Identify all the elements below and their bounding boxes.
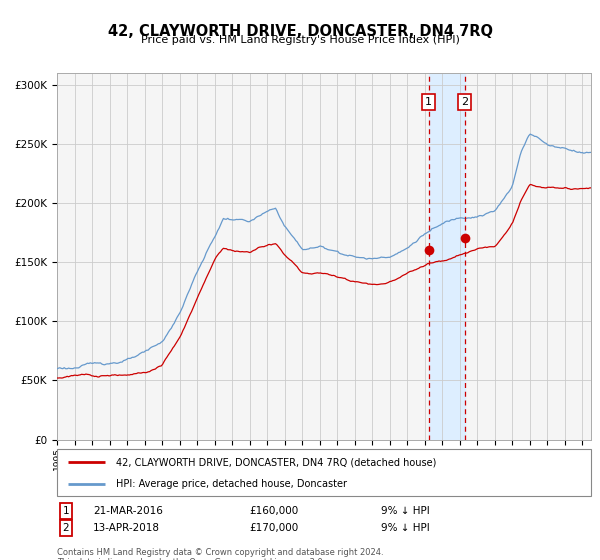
Text: 1: 1 — [62, 506, 70, 516]
FancyBboxPatch shape — [57, 449, 591, 496]
Bar — [428, 73, 464, 440]
Text: HPI: Average price, detached house, Doncaster: HPI: Average price, detached house, Donc… — [116, 479, 347, 489]
Text: Price paid vs. HM Land Registry's House Price Index (HPI): Price paid vs. HM Land Registry's House … — [140, 35, 460, 45]
Text: 1: 1 — [425, 97, 432, 107]
Text: £170,000: £170,000 — [249, 523, 298, 533]
Text: 2: 2 — [461, 97, 468, 107]
Text: 9% ↓ HPI: 9% ↓ HPI — [381, 506, 430, 516]
Text: 42, CLAYWORTH DRIVE, DONCASTER, DN4 7RQ: 42, CLAYWORTH DRIVE, DONCASTER, DN4 7RQ — [107, 24, 493, 39]
Text: 9% ↓ HPI: 9% ↓ HPI — [381, 523, 430, 533]
Text: 2: 2 — [62, 523, 70, 533]
Text: £160,000: £160,000 — [249, 506, 298, 516]
Text: Contains HM Land Registry data © Crown copyright and database right 2024.
This d: Contains HM Land Registry data © Crown c… — [57, 548, 383, 560]
Text: 21-MAR-2016: 21-MAR-2016 — [93, 506, 163, 516]
Text: 42, CLAYWORTH DRIVE, DONCASTER, DN4 7RQ (detached house): 42, CLAYWORTH DRIVE, DONCASTER, DN4 7RQ … — [116, 457, 436, 467]
Text: 13-APR-2018: 13-APR-2018 — [93, 523, 160, 533]
